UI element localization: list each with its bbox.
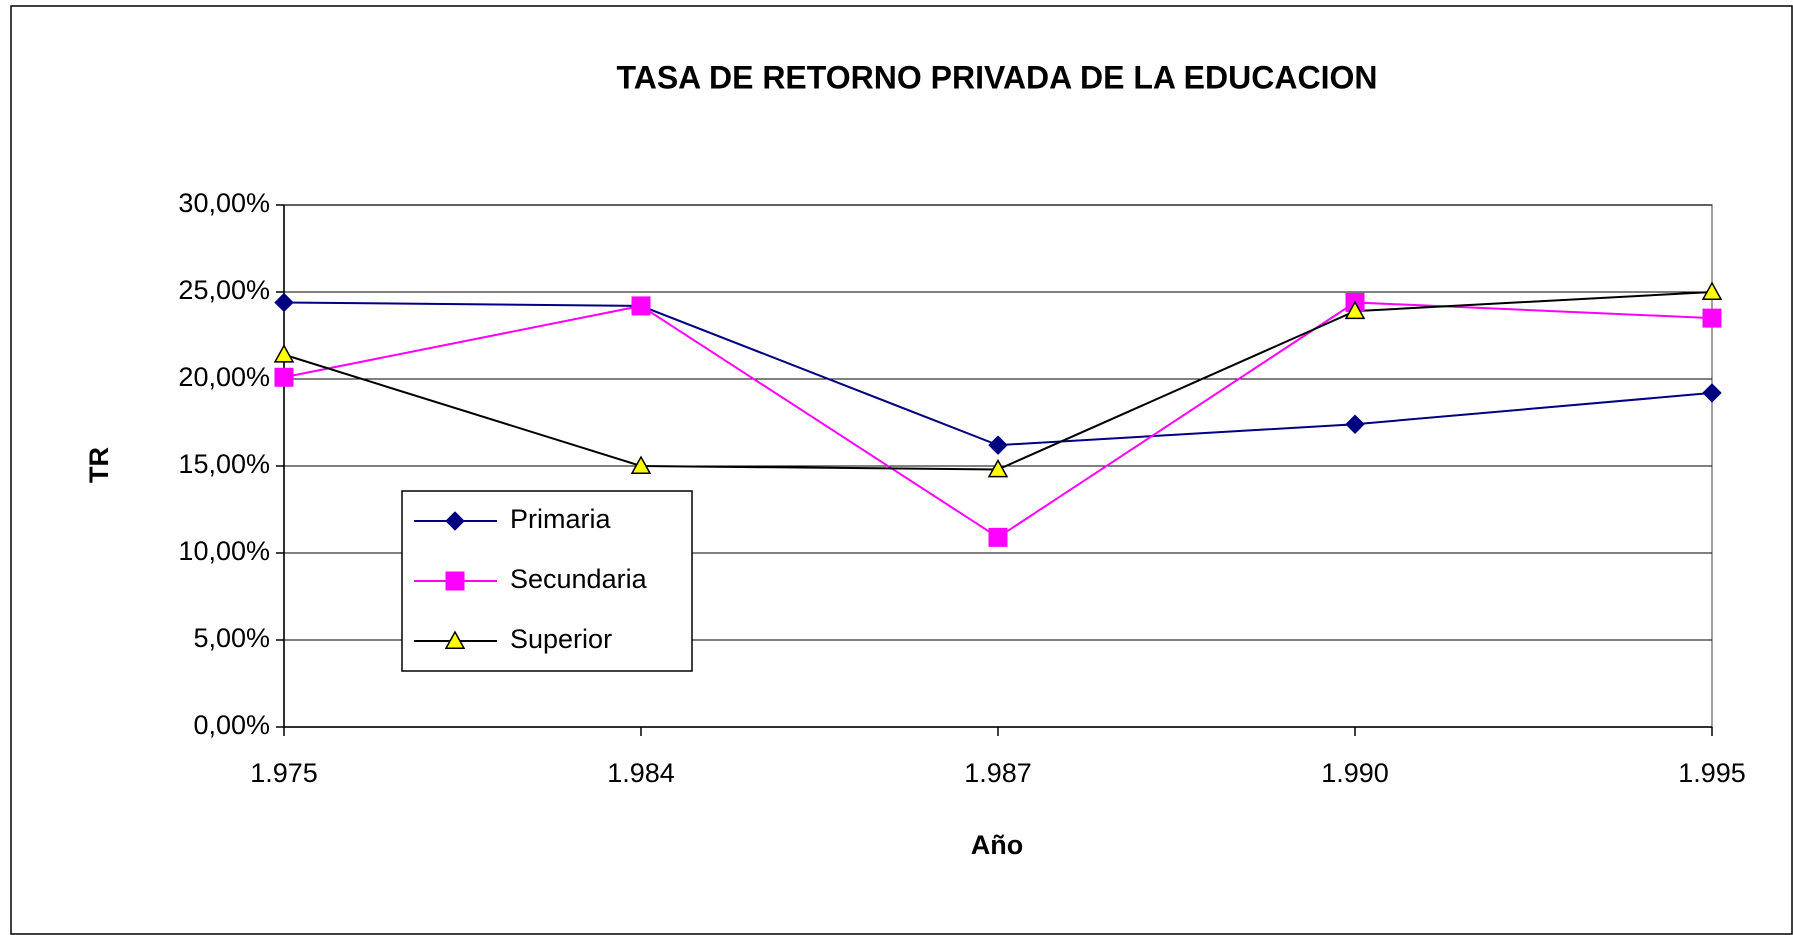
marker (274, 292, 294, 313)
marker (1702, 308, 1722, 328)
y-tick-label: 5,00% (193, 623, 270, 653)
legend-marker (445, 511, 465, 531)
chart-title: TASA DE RETORNO PRIVADA DE LA EDUCACION (617, 59, 1378, 95)
legend-label: Secundaria (510, 564, 648, 594)
legend-marker (445, 571, 465, 591)
x-tick-label: 1.995 (1678, 758, 1746, 788)
marker (988, 435, 1008, 455)
legend-label: Superior (510, 624, 612, 654)
y-tick-label: 30,00% (178, 188, 270, 218)
marker (1345, 414, 1365, 434)
x-tick-label: 1.975 (250, 758, 318, 788)
marker (1702, 383, 1722, 403)
marker (988, 527, 1008, 547)
y-tick-label: 10,00% (178, 536, 270, 566)
marker (630, 455, 652, 474)
x-tick-label: 1.990 (1321, 758, 1389, 788)
y-tick-label: 25,00% (178, 275, 270, 305)
marker (273, 344, 295, 363)
y-axis-label: TR (84, 447, 114, 483)
marker (1701, 281, 1723, 300)
marker (274, 367, 294, 387)
y-tick-label: 20,00% (178, 362, 270, 392)
legend-marker (444, 630, 466, 649)
y-tick-label: 15,00% (178, 449, 270, 479)
x-axis-label: Año (971, 830, 1023, 860)
legend: Primaria Secundaria Superior (401, 490, 693, 672)
legend-label: Primaria (510, 504, 611, 534)
marker (1344, 300, 1366, 320)
x-tick-label: 1.984 (607, 758, 675, 788)
y-tick-label: 0,00% (193, 710, 270, 740)
marker (631, 296, 651, 316)
marker (987, 458, 1009, 478)
x-tick-label: 1.987 (964, 758, 1032, 788)
